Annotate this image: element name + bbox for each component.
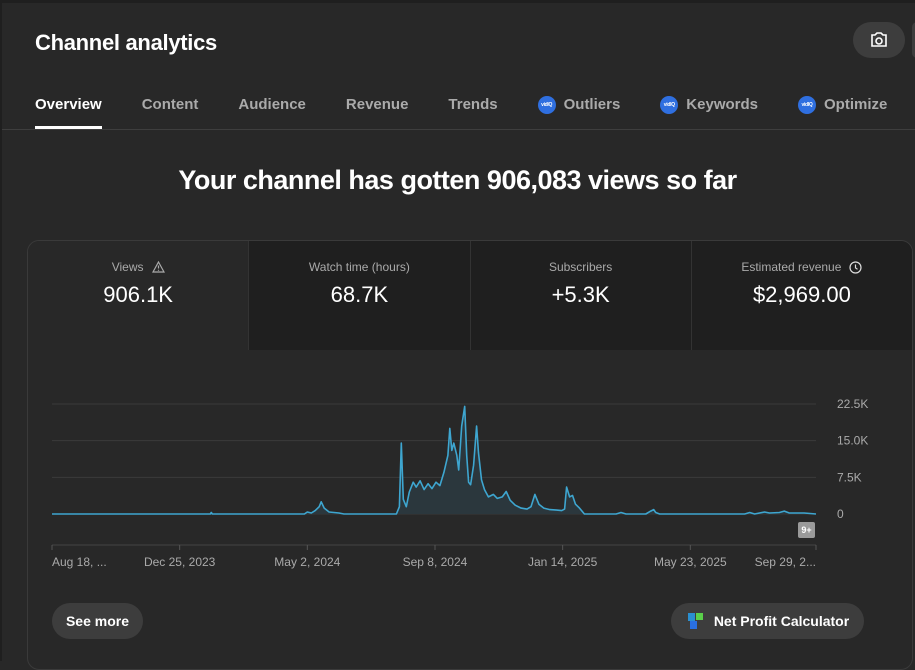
views-headline: Your channel has gotten 906,083 views so… — [178, 165, 737, 195]
vidiq-icon: vidIQ — [798, 96, 816, 114]
tab-trends[interactable]: Trends — [448, 96, 497, 129]
vidiq-icon: vidIQ — [537, 96, 556, 114]
tab-revenue[interactable]: Revenue — [346, 96, 409, 129]
left-border — [0, 0, 2, 661]
tab-content[interactable]: Content — [142, 96, 199, 129]
metric-label: Views — [111, 260, 144, 274]
metric-subscribers[interactable]: Subscribers +5.3K — [469, 241, 691, 350]
button-label: See more — [65, 613, 130, 629]
warning-icon — [151, 261, 165, 273]
page-title: Channel analytics — [35, 30, 217, 55]
see-more-button[interactable]: See more — [52, 603, 143, 639]
tab-divider — [2, 129, 915, 130]
vidiq-icon: vidIQ — [660, 96, 679, 114]
metric-label: Watch time (hours) — [308, 260, 410, 274]
net-profit-calculator-button[interactable]: Net Profit Calculator — [671, 603, 864, 639]
metric-watch-time[interactable]: Watch time (hours) 68.7K — [248, 241, 470, 350]
tab-outliers[interactable]: vidIQ Outliers — [537, 96, 621, 129]
tab-bar: Overview Content Audience Revenue Trends… — [35, 96, 915, 129]
tab-label: Trends — [448, 96, 498, 113]
tab-overview[interactable]: Overview — [35, 96, 102, 129]
more-button[interactable] — [912, 22, 915, 58]
tab-label: Audience — [238, 96, 306, 113]
metric-label: Estimated revenue — [741, 260, 842, 274]
metric-revenue[interactable]: Estimated revenue $2,969.00 — [690, 241, 912, 350]
metric-value: +5.3K — [551, 282, 610, 307]
annotations-badge[interactable]: 9+ — [798, 522, 815, 538]
tab-keywords[interactable]: vidIQ Keywords — [660, 96, 758, 129]
tab-label: Revenue — [345, 96, 409, 113]
tab-optimize[interactable]: vidIQ Optimize — [798, 96, 887, 129]
clock-icon — [849, 260, 863, 274]
metric-value: $2,969.00 — [752, 282, 851, 307]
metric-label: Subscribers — [548, 260, 613, 274]
tab-label: Outliers — [563, 96, 621, 113]
camera-icon — [871, 32, 887, 47]
screenshot-button[interactable] — [853, 22, 905, 58]
nexlev-logo-icon — [687, 613, 703, 629]
tab-label: Optimize — [824, 96, 888, 113]
metric-value: 68.7K — [330, 282, 389, 307]
metric-value: 906.1K — [103, 282, 173, 307]
tab-audience[interactable]: Audience — [238, 96, 306, 129]
metric-views[interactable]: Views 906.1K — [28, 241, 249, 350]
tab-label: Keywords — [686, 96, 758, 113]
tab-label: Overview — [35, 96, 102, 113]
top-border — [0, 0, 915, 3]
button-label: Net Profit Calculator — [713, 613, 850, 629]
tab-label: Content — [141, 96, 199, 113]
